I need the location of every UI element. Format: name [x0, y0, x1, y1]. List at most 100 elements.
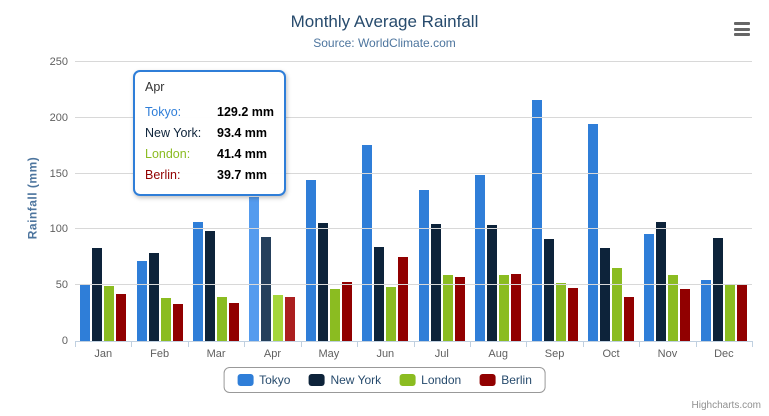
- bar-new-york-mar[interactable]: [205, 231, 216, 341]
- x-axis-tick: [752, 341, 753, 347]
- tooltip-series-value: 129.2 mm: [217, 105, 274, 119]
- legend-item-new-york[interactable]: New York: [308, 373, 381, 387]
- column-group-aug: Aug: [470, 62, 526, 360]
- x-tick-label-jun: Jun: [376, 348, 395, 360]
- bar-berlin-sep[interactable]: [567, 287, 578, 341]
- bar-new-york-feb[interactable]: [148, 253, 159, 341]
- bar-london-mar[interactable]: [217, 297, 228, 341]
- bar-london-aug[interactable]: [499, 274, 510, 341]
- x-tick-label-sep: Sep: [544, 348, 565, 360]
- bar-new-york-oct[interactable]: [600, 247, 610, 341]
- x-axis-tick: [469, 341, 471, 347]
- bar-berlin-aug[interactable]: [511, 273, 522, 341]
- bar-new-york-nov[interactable]: [656, 222, 667, 341]
- tooltip-series-label: New York:: [145, 126, 202, 140]
- bar-london-feb[interactable]: [160, 297, 171, 341]
- tooltip-row-london: London: 41.4 mm: [145, 144, 274, 165]
- x-axis-tick: [75, 341, 76, 347]
- x-tick-label-feb: Feb: [150, 348, 170, 360]
- y-axis-labels: 0 50 100 150 200 250: [0, 56, 68, 347]
- chart-subtitle: Source: WorldClimate.com: [313, 36, 456, 50]
- hamburger-menu-icon[interactable]: [732, 20, 752, 38]
- chart-title: Monthly Average Rainfall: [290, 12, 479, 31]
- shared-tooltip: Apr Tokyo: 129.2 mm New York: 93.4 mm London…: [133, 70, 286, 196]
- x-tick-label-apr: Apr: [263, 348, 282, 360]
- x-axis-tick: [131, 341, 133, 347]
- bar-london-nov[interactable]: [668, 274, 679, 341]
- credits-link[interactable]: Highcharts.com: [691, 400, 761, 411]
- tooltip-series-label: London:: [145, 147, 191, 161]
- legend-item-london[interactable]: London: [399, 373, 461, 387]
- bar-new-york-may[interactable]: [317, 222, 328, 341]
- bar-new-york-jan[interactable]: [92, 247, 103, 341]
- bar-new-york-jul[interactable]: [430, 223, 441, 341]
- tooltip-row-berlin: Berlin: 39.7 mm: [145, 165, 274, 186]
- bar-london-dec[interactable]: [724, 283, 735, 341]
- x-axis-tick: [300, 341, 302, 347]
- bar-tokyo-aug[interactable]: [475, 175, 486, 341]
- column-group-sep: Sep: [526, 62, 582, 360]
- x-tick-label-mar: Mar: [206, 348, 226, 360]
- bar-tokyo-sep[interactable]: [531, 99, 542, 341]
- bar-london-jun[interactable]: [386, 287, 397, 341]
- x-axis-tick: [357, 341, 359, 347]
- x-axis-tick: [695, 341, 697, 347]
- bar-berlin-oct[interactable]: [624, 297, 634, 341]
- column-group-feb: Feb: [131, 62, 187, 360]
- gridline-250: [75, 61, 752, 62]
- bar-berlin-may[interactable]: [341, 282, 352, 341]
- x-tick-label-nov: Nov: [657, 348, 678, 360]
- bar-london-sep[interactable]: [555, 282, 566, 341]
- bar-london-may[interactable]: [329, 288, 340, 341]
- column-group-jan: Jan: [75, 62, 131, 360]
- bar-tokyo-mar[interactable]: [193, 222, 204, 341]
- bar-tokyo-apr[interactable]: [249, 196, 260, 341]
- legend-label: Berlin: [501, 373, 532, 387]
- column-group-mar: Mar: [188, 62, 244, 360]
- column-group-apr: Apr: [244, 62, 300, 360]
- bar-tokyo-feb[interactable]: [136, 261, 147, 341]
- gridline-200: [75, 116, 752, 118]
- bar-berlin-dec[interactable]: [736, 283, 747, 341]
- legend-label: Tokyo: [259, 373, 291, 387]
- column-group-jun: Jun: [357, 62, 413, 360]
- x-axis-tick: [244, 341, 246, 347]
- bar-berlin-mar[interactable]: [229, 302, 240, 341]
- legend-item-berlin[interactable]: Berlin: [479, 373, 532, 387]
- y-tick-label-100: 100: [49, 223, 68, 236]
- bar-london-apr[interactable]: [273, 294, 284, 341]
- bar-london-oct[interactable]: [612, 268, 622, 341]
- y-tick-label-150: 150: [49, 167, 68, 180]
- bar-london-jan[interactable]: [104, 286, 115, 341]
- bar-berlin-apr[interactable]: [285, 296, 296, 341]
- bar-tokyo-jul[interactable]: [418, 189, 429, 341]
- x-axis-tick: [582, 341, 584, 347]
- tooltip-row-tokyo: Tokyo: 129.2 mm: [145, 102, 274, 123]
- bar-new-york-dec[interactable]: [712, 238, 723, 341]
- x-tick-label-jan: Jan: [94, 348, 113, 360]
- bar-berlin-jan[interactable]: [116, 293, 127, 341]
- bar-new-york-sep[interactable]: [543, 239, 554, 341]
- bar-new-york-jun[interactable]: [374, 246, 385, 341]
- y-tick-label-0: 0: [61, 335, 68, 347]
- plot-area: Jan Feb Mar Apr May Jun Jul Aug Sep Oct Nov Dec: [75, 61, 753, 360]
- bar-new-york-apr[interactable]: [261, 236, 272, 341]
- bar-tokyo-jun[interactable]: [362, 144, 373, 341]
- bar-berlin-jun[interactable]: [398, 256, 409, 341]
- bar-tokyo-jan[interactable]: [80, 285, 91, 341]
- legend-label: London: [421, 373, 462, 387]
- bar-london-jul[interactable]: [442, 275, 453, 341]
- legend-item-tokyo[interactable]: Tokyo: [237, 373, 290, 387]
- bar-tokyo-oct[interactable]: [588, 124, 598, 341]
- legend-swatch-berlin: [479, 374, 496, 386]
- x-tick-label-dec: Dec: [714, 348, 734, 360]
- bar-berlin-nov[interactable]: [680, 288, 691, 341]
- bar-berlin-feb[interactable]: [172, 303, 183, 341]
- bar-tokyo-dec[interactable]: [700, 280, 711, 341]
- bar-berlin-jul[interactable]: [454, 276, 465, 341]
- bar-new-york-aug[interactable]: [487, 224, 498, 341]
- bar-tokyo-nov[interactable]: [644, 234, 655, 341]
- bar-tokyo-may[interactable]: [305, 180, 316, 341]
- gridline-50: [75, 284, 752, 286]
